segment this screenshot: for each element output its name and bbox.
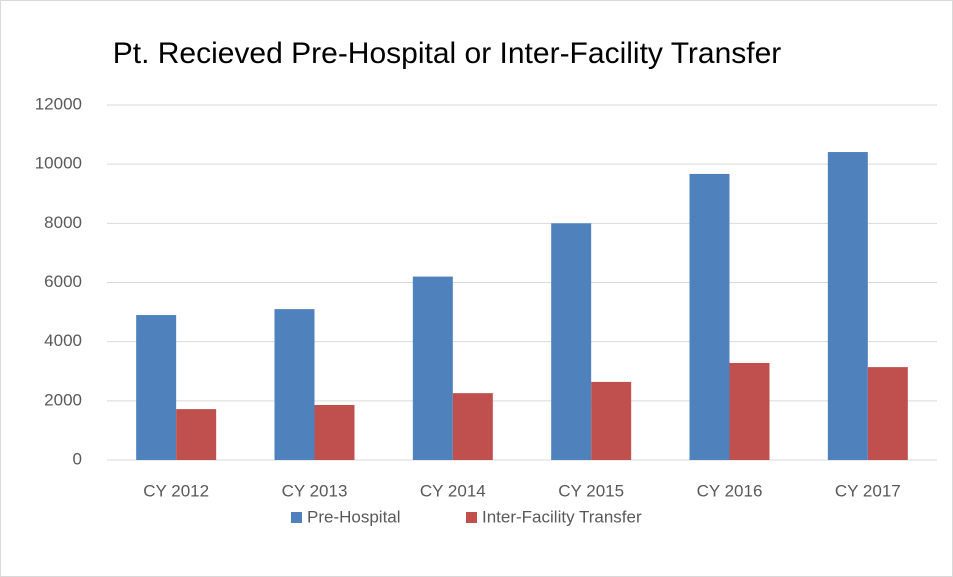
bar [689,173,730,460]
legend-swatch [466,512,477,523]
bar [412,276,453,460]
bar [867,367,908,460]
x-tick-label: CY 2017 [835,481,901,500]
x-tick-label: CY 2015 [558,481,624,500]
bar [591,381,632,460]
legend-label: Pre-Hospital [307,507,401,526]
legend-label: Inter-Facility Transfer [482,507,642,526]
bar [176,409,217,460]
bar [136,315,177,460]
x-tick-label: CY 2014 [420,481,486,500]
y-tick-label: 2000 [44,390,82,409]
bar [314,404,355,460]
y-tick-label: 8000 [44,213,82,232]
bar [827,152,868,460]
y-tick-label: 10000 [35,154,82,173]
bar [452,393,493,460]
legend-swatch [291,512,302,523]
bar [729,362,770,460]
bar [274,309,315,460]
x-tick-label: CY 2012 [143,481,209,500]
x-tick-label: CY 2016 [697,481,763,500]
y-tick-label: 4000 [44,331,82,350]
bar [551,223,592,460]
y-tick-label: 6000 [44,272,82,291]
y-tick-label: 12000 [35,94,82,113]
x-tick-label: CY 2013 [282,481,348,500]
y-tick-label: 0 [73,449,82,468]
chart-title: Pt. Recieved Pre-Hospital or Inter-Facil… [113,37,782,70]
